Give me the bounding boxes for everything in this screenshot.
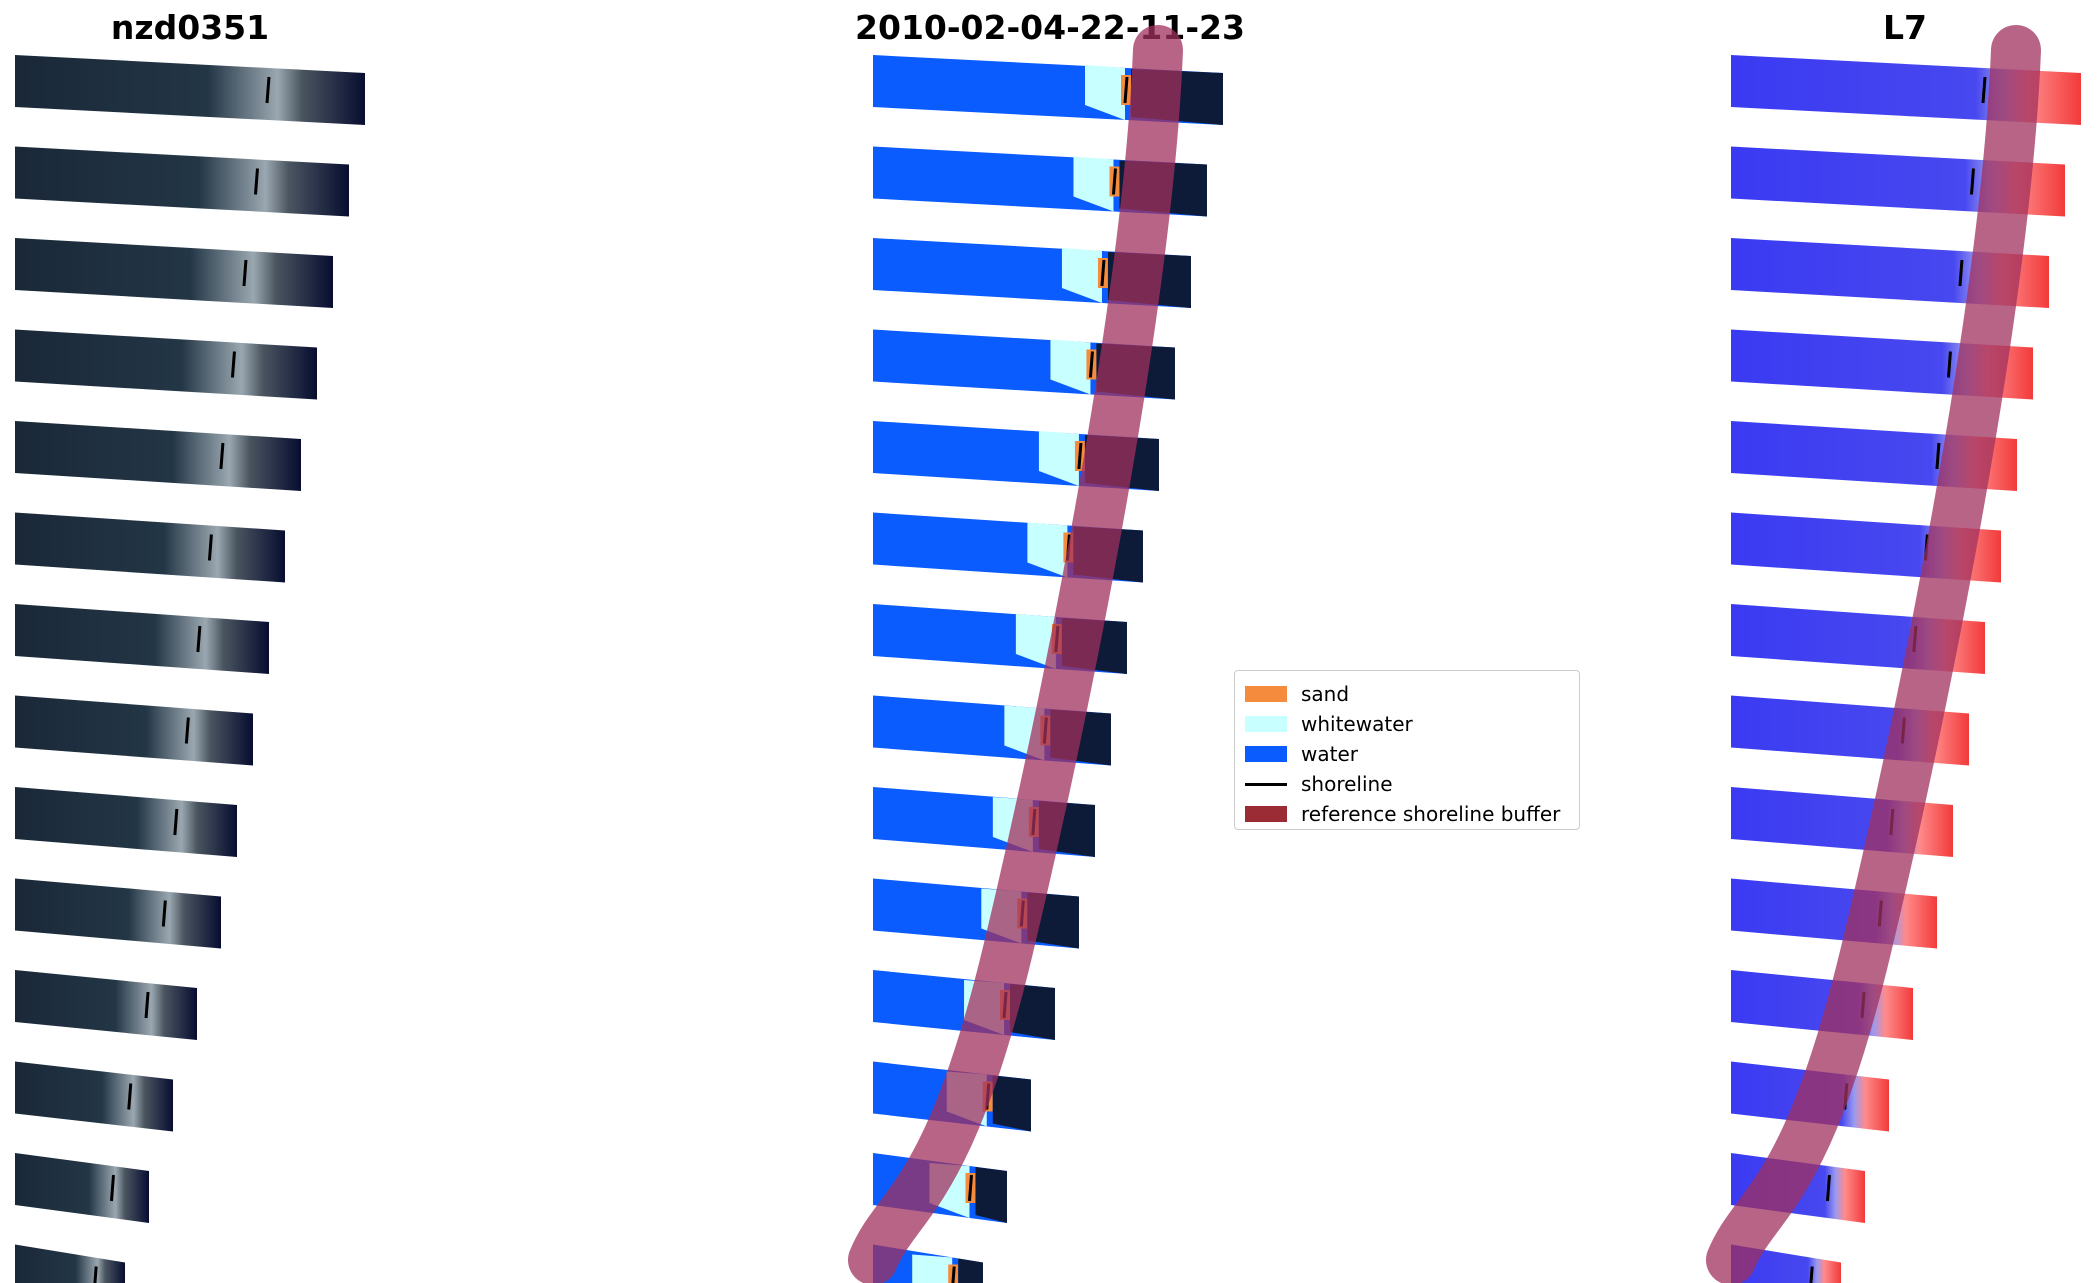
shoreline-mark	[1100, 259, 1106, 287]
shoreline-mark	[1825, 1174, 1831, 1202]
whitewater-patch	[1027, 522, 1068, 578]
image-strip	[15, 238, 333, 308]
legend-item: sand	[1245, 679, 1569, 709]
shoreline-mark	[109, 1174, 115, 1202]
shoreline-mark	[242, 259, 248, 287]
legend-label: reference shoreline buffer	[1301, 802, 1561, 826]
legend-swatch	[1245, 746, 1287, 762]
legend-label: sand	[1301, 682, 1350, 706]
image-strip	[15, 1153, 149, 1223]
reference-shoreline-buffer	[1706, 25, 2041, 1283]
shoreline-mark	[207, 534, 213, 561]
image-strip	[15, 421, 301, 491]
image-strip	[15, 512, 285, 583]
rgb-image	[15, 55, 365, 1283]
image-strip	[15, 878, 221, 949]
shoreline-mark	[1809, 1266, 1814, 1283]
land-patch	[975, 1167, 1007, 1223]
land-patch	[958, 1258, 983, 1283]
shoreline-mark	[184, 717, 190, 744]
whitewater-patch	[912, 1254, 953, 1283]
shoreline-mark	[1981, 76, 1987, 104]
shoreline-mark	[1111, 168, 1117, 195]
whitewater-patch	[1061, 248, 1102, 303]
shoreline-mark	[1958, 259, 1964, 287]
legend-item: shoreline	[1245, 769, 1569, 799]
legend-label: whitewater	[1301, 712, 1413, 736]
whitewater-patch	[1050, 339, 1091, 395]
shoreline-mark	[1935, 442, 1941, 470]
shoreline-mark	[144, 991, 150, 1019]
panel-title-satellite: L7	[1883, 8, 1927, 47]
legend-label: shoreline	[1301, 772, 1393, 796]
shoreline-mark	[127, 1083, 133, 1110]
shoreline-mark	[1088, 351, 1094, 378]
legend-item: whitewater	[1245, 709, 1569, 739]
image-strip	[15, 1061, 173, 1132]
legend-swatch	[1245, 686, 1287, 702]
legend-label: water	[1301, 742, 1358, 766]
shoreline-mark	[161, 900, 167, 927]
shoreline-mark	[253, 168, 259, 195]
image-strip	[15, 604, 269, 674]
legend-swatch	[1245, 716, 1287, 732]
image-strip	[15, 970, 197, 1040]
legend-item: reference shoreline buffer	[1245, 799, 1569, 829]
mndwi-image	[1706, 25, 2081, 1283]
legend: sand whitewater water shoreline reference sh…	[1234, 670, 1580, 830]
reference-shoreline-buffer	[848, 25, 1183, 1283]
image-strip	[1731, 878, 1937, 949]
shoreline-mark	[230, 351, 236, 378]
legend-item: water	[1245, 739, 1569, 769]
legend-swatch	[1245, 806, 1287, 822]
classified-image	[848, 25, 1223, 1283]
shoreline-mark	[1946, 351, 1952, 378]
whitewater-patch	[1038, 431, 1079, 486]
image-strip	[15, 146, 349, 217]
shoreline-mark	[196, 625, 202, 653]
image-strip	[15, 787, 237, 857]
shoreline-mark	[265, 76, 271, 104]
shoreline-mark	[951, 1266, 956, 1283]
shoreline-mark	[967, 1174, 973, 1202]
shoreline-mark	[1123, 76, 1129, 104]
land-patch	[992, 1075, 1031, 1132]
image-strip	[15, 329, 317, 400]
shoreline-mark	[1077, 442, 1083, 470]
whitewater-patch	[1015, 614, 1056, 669]
shoreline-mark	[93, 1266, 98, 1283]
panel-title-rgb: nzd0351	[110, 8, 270, 47]
shoreline-mark	[1969, 168, 1975, 195]
whitewater-patch	[1073, 156, 1114, 212]
legend-swatch	[1245, 782, 1287, 786]
image-strip	[15, 55, 365, 125]
image-strip	[15, 1244, 125, 1283]
shoreline-mark	[219, 442, 225, 470]
whitewater-patch	[1085, 65, 1125, 120]
shoreline-mark	[173, 808, 179, 836]
image-strip	[15, 695, 253, 766]
